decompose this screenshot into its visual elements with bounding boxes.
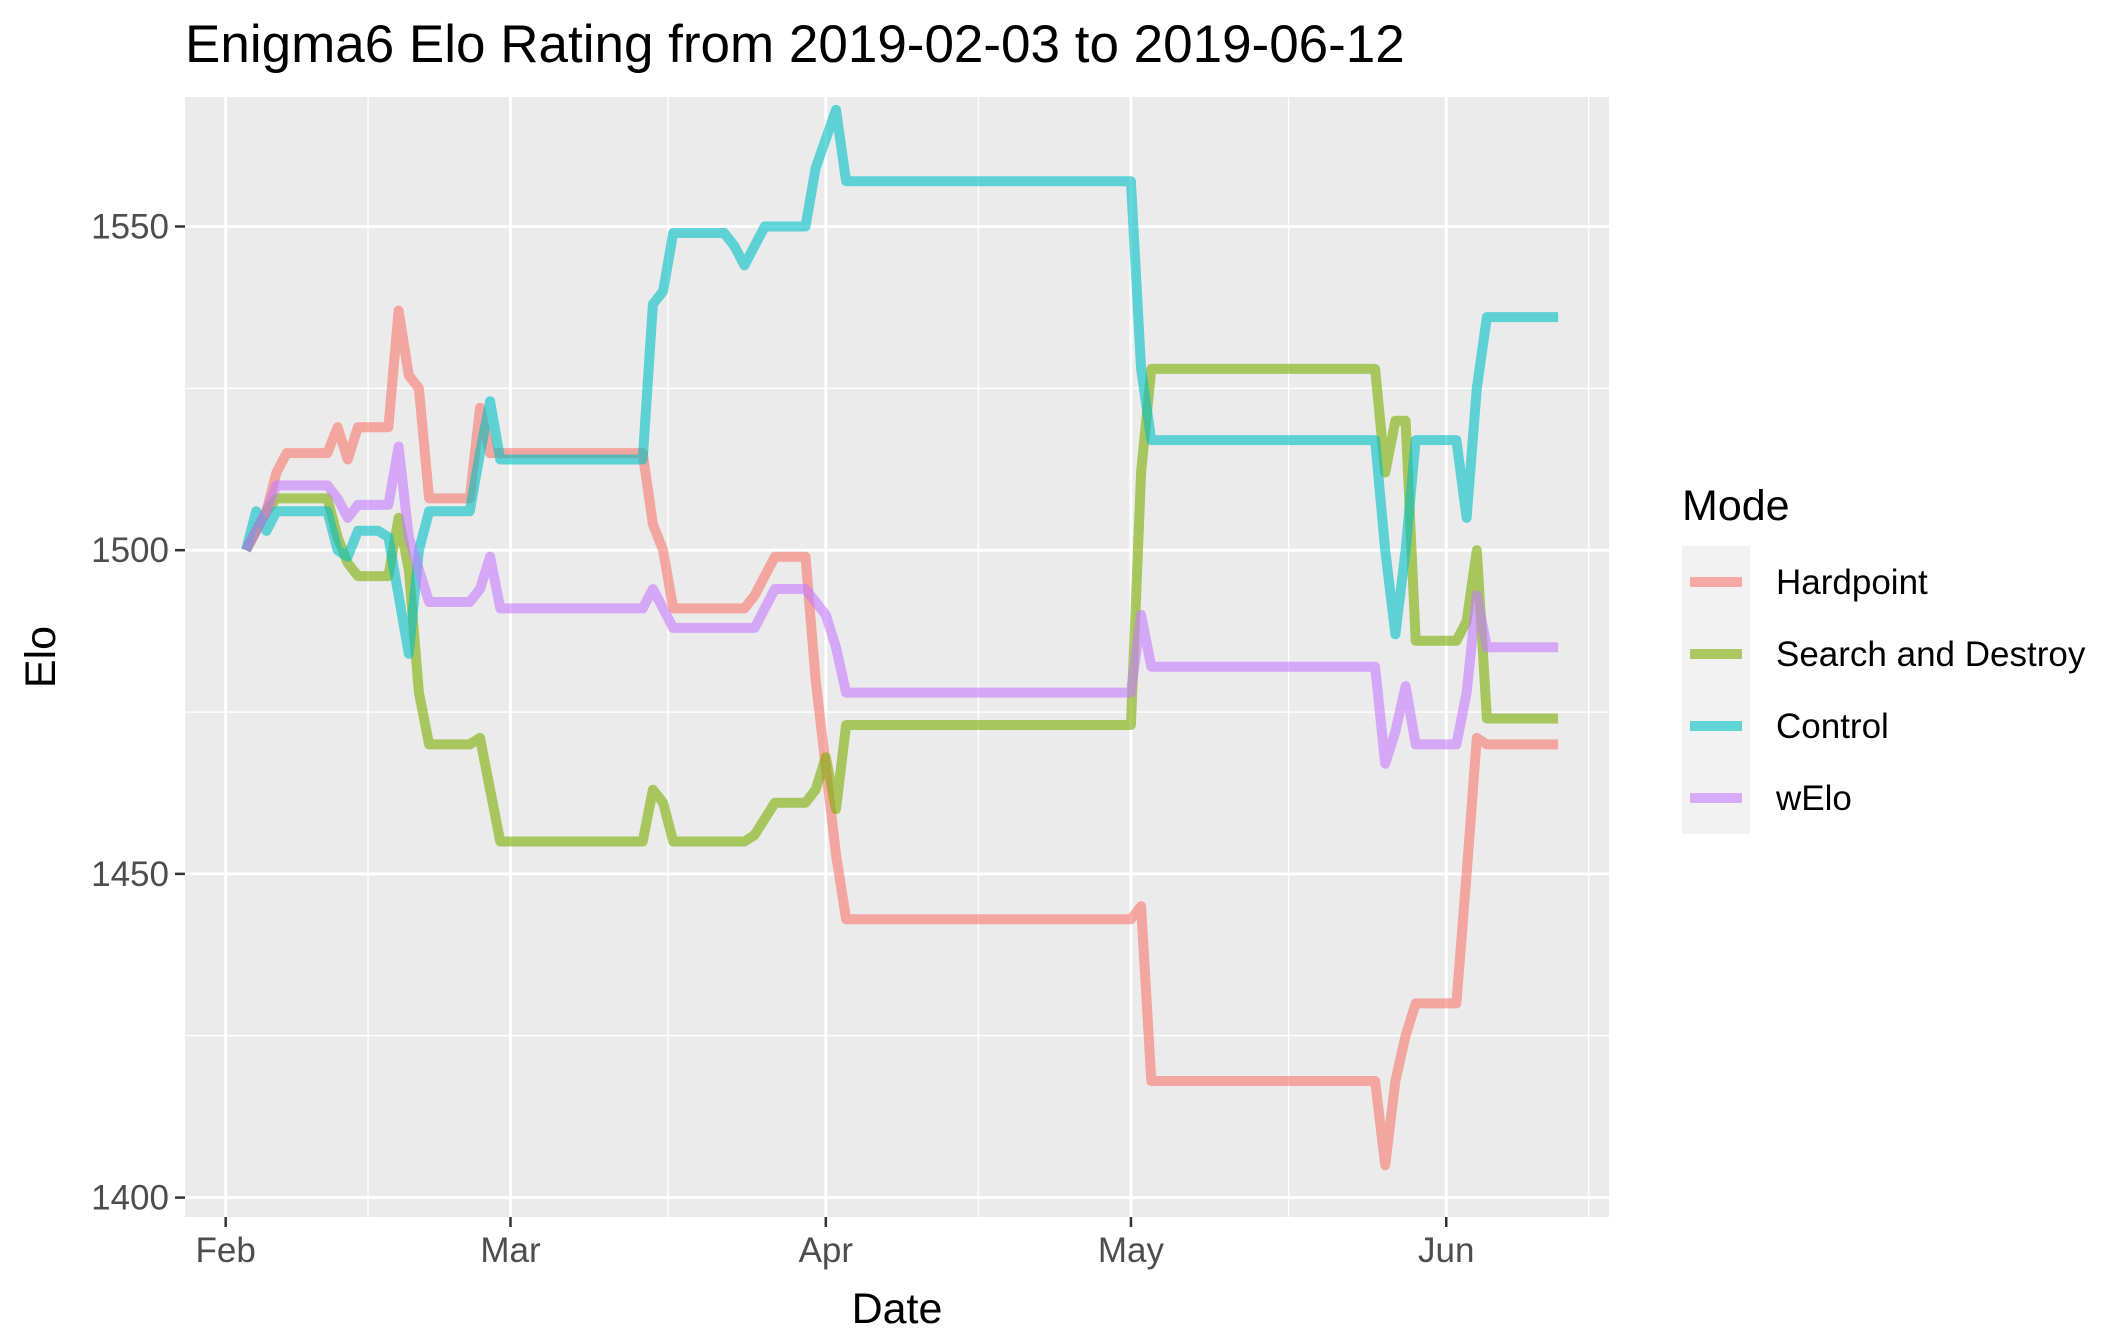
y-tick-label: 1450 <box>91 855 169 894</box>
x-axis-title: Date <box>852 1285 943 1333</box>
y-tick-label: 1400 <box>91 1179 169 1218</box>
series-lines <box>241 104 1559 1171</box>
series-line-search-and-destroy <box>241 363 1559 847</box>
x-tick-label: Jun <box>1418 1231 1474 1270</box>
legend-label: Search and Destroy <box>1776 635 2086 674</box>
y-tick-label: 1550 <box>91 207 169 246</box>
legend-label: Hardpoint <box>1776 563 1928 602</box>
y-axis-ticks: 1400 1450 1500 1550 <box>91 207 185 1218</box>
legend-label: wElo <box>1775 779 1852 818</box>
series-line-welo <box>241 441 1559 769</box>
series-line-hardpoint <box>241 305 1559 1171</box>
legend-title: Mode <box>1682 482 1790 530</box>
x-tick-label: May <box>1098 1231 1165 1270</box>
x-tick-label: Mar <box>480 1231 541 1270</box>
x-axis-ticks: Feb Mar Apr May Jun <box>196 1217 1474 1270</box>
x-tick-label: Apr <box>799 1231 854 1270</box>
plot-panel <box>185 97 1609 1217</box>
x-tick-label: Feb <box>196 1231 256 1270</box>
y-tick-label: 1500 <box>91 531 169 570</box>
legend-label: Control <box>1776 707 1889 746</box>
legend: Mode Hardpoint Search and Destroy Control w… <box>1682 482 2086 834</box>
y-axis-title: Elo <box>17 626 65 688</box>
grid-lines <box>185 97 1609 1217</box>
series-line-control <box>241 104 1559 659</box>
chart-title: Enigma6 Elo Rating from 2019-02-03 to 20… <box>185 15 1405 74</box>
